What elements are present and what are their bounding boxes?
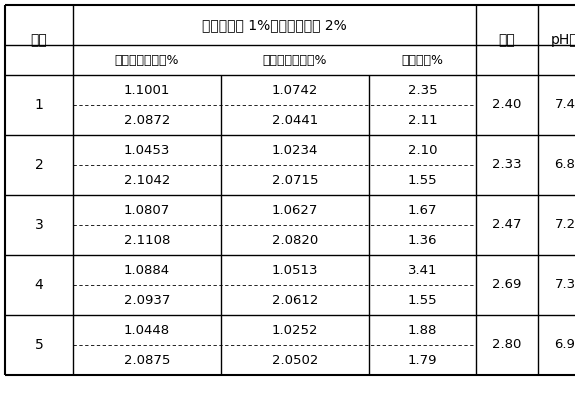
Text: 1.0742: 1.0742 [272,84,318,97]
Text: 1.0513: 1.0513 [272,263,318,276]
Text: 2.35: 2.35 [408,84,438,97]
Text: 2.10: 2.10 [408,144,437,157]
Text: 2.0715: 2.0715 [272,173,318,186]
Text: 2.33: 2.33 [492,158,522,171]
Text: pH値: pH値 [551,33,575,47]
Text: 2.0937: 2.0937 [124,294,170,307]
Text: 1.0448: 1.0448 [124,323,170,336]
Text: 1.0884: 1.0884 [124,263,170,276]
Text: 2.1042: 2.1042 [124,173,170,186]
Text: 1.79: 1.79 [408,354,437,367]
Text: 1.55: 1.55 [408,173,438,186]
Text: 1.88: 1.88 [408,323,437,336]
Text: 4: 4 [34,278,43,292]
Text: 2.0820: 2.0820 [272,234,318,247]
Text: 3.41: 3.41 [408,263,437,276]
Text: 1.1001: 1.1001 [124,84,170,97]
Text: 2.47: 2.47 [492,218,522,231]
Text: 批次: 批次 [30,33,47,47]
Text: 2.80: 2.80 [492,339,522,352]
Text: 7.4: 7.4 [554,99,575,111]
Text: 3: 3 [34,218,43,232]
Text: 2.11: 2.11 [408,113,438,126]
Text: 1.0234: 1.0234 [272,144,318,157]
Text: 1.36: 1.36 [408,234,437,247]
Text: 5: 5 [34,338,43,352]
Text: 2.69: 2.69 [492,278,522,291]
Text: 2.40: 2.40 [492,99,522,111]
Text: 1.0807: 1.0807 [124,204,170,216]
Text: 7.3: 7.3 [554,278,575,291]
Text: 贮后质量分数，%: 贮后质量分数，% [263,53,327,66]
Text: 1.0252: 1.0252 [272,323,318,336]
Text: 6.9: 6.9 [554,339,575,352]
Text: 2.0872: 2.0872 [124,113,170,126]
Text: 1.67: 1.67 [408,204,437,216]
Text: 7.2: 7.2 [554,218,575,231]
Text: 2: 2 [34,158,43,172]
Text: 1.0627: 1.0627 [272,204,318,216]
Text: 1.55: 1.55 [408,294,438,307]
Text: 贮前质量分数，%: 贮前质量分数，% [115,53,179,66]
Text: 上：甲霨灵 1%；下：噌霨灵 2%: 上：甲霨灵 1%；下：噌霨灵 2% [202,18,347,32]
Text: 分解率，%: 分解率，% [401,53,443,66]
Text: 2.1108: 2.1108 [124,234,170,247]
Text: 水分: 水分 [499,33,515,47]
Text: 2.0502: 2.0502 [272,354,318,367]
Text: 2.0875: 2.0875 [124,354,170,367]
Text: 1.0453: 1.0453 [124,144,170,157]
Text: 1: 1 [34,98,44,112]
Text: 2.0441: 2.0441 [272,113,318,126]
Text: 6.8: 6.8 [554,158,575,171]
Text: 2.0612: 2.0612 [272,294,318,307]
